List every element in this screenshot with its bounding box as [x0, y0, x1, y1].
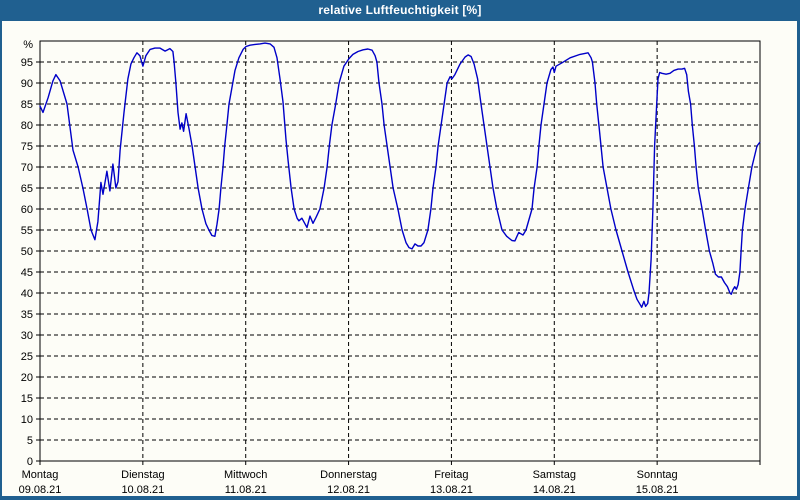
y-tick-label: 10 [21, 414, 33, 426]
y-tick-label: 60 [21, 204, 33, 216]
day-date-label: 11.08.21 [225, 484, 267, 496]
y-tick-label: 45 [21, 267, 33, 279]
y-tick-label: 25 [21, 351, 33, 363]
day-name-label: Montag [22, 469, 59, 481]
chart-area: 0 5 10 15 20 25 30 35 40 45 50 55 60 65 70 75 80 85 90 95% M… [2, 21, 797, 496]
y-tick-label: 80 [21, 120, 33, 132]
y-tick-label: 5 [27, 435, 33, 447]
day-name-label: Donnerstag [320, 469, 377, 481]
day-date-label: 12.08.21 [327, 484, 370, 496]
y-axis-unit-label: % [23, 39, 33, 51]
y-tick-label: 20 [21, 372, 33, 384]
day-date-label: 14.08.21 [533, 484, 576, 496]
window-title: relative Luftfeuchtigkeit [%] [318, 3, 482, 17]
y-tick-label: 40 [21, 288, 33, 300]
humidity-line [39, 42, 761, 308]
y-tick-label: 0 [27, 456, 33, 468]
day-date-label: 15.08.21 [636, 484, 679, 496]
y-tick-label: 90 [21, 78, 33, 90]
y-tick-label: 55 [21, 225, 33, 237]
y-tick-label: 65 [21, 183, 33, 195]
title-bar: relative Luftfeuchtigkeit [%] [0, 0, 800, 21]
y-tick-label: 30 [21, 330, 33, 342]
y-tick-label: 50 [21, 246, 33, 258]
y-tick-label: 85 [21, 99, 33, 111]
day-date-label: 09.08.21 [19, 484, 62, 496]
day-name-label: Dienstag [121, 469, 164, 481]
humidity-chart-canvas: 0 5 10 15 20 25 30 35 40 45 50 55 60 65 70 75 80 85 90 95% M… [19, 39, 761, 496]
day-name-label: Samstag [533, 469, 576, 481]
y-tick-label: 35 [21, 309, 33, 321]
day-date-label: 13.08.21 [430, 484, 473, 496]
day-name-label: Freitag [434, 469, 468, 481]
day-name-label: Mittwoch [224, 469, 267, 481]
y-tick-label: 15 [21, 393, 33, 405]
y-tick-label: 75 [21, 141, 33, 153]
y-tick-label: 70 [21, 162, 33, 174]
y-tick-label: 95 [21, 57, 33, 69]
day-name-label: Sonntag [637, 469, 678, 481]
day-date-label: 10.08.21 [121, 484, 164, 496]
